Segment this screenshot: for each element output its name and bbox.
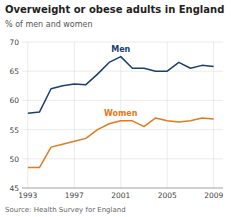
x-tick-label: 1997: [65, 191, 84, 200]
chart: Overweight or obese adults in England % o…: [0, 0, 231, 217]
source: Source: Health Survey for England: [5, 206, 126, 214]
x-tick-label: 2005: [158, 191, 177, 200]
series-label: Men: [111, 45, 130, 54]
x-grid-line: [167, 42, 168, 188]
subtitle: % of men and women: [5, 20, 93, 29]
y-tick-label: 65: [9, 67, 19, 76]
y-tick-label: 60: [9, 96, 19, 105]
x-axis-line: [22, 188, 223, 189]
y-grid-line: [22, 71, 223, 72]
title: Overweight or obese adults in England: [5, 4, 224, 15]
y-grid-line: [22, 42, 223, 43]
y-tick-label: 70: [9, 38, 19, 47]
series-line: [28, 118, 214, 168]
y-grid-line: [22, 129, 223, 130]
series-line: [28, 57, 214, 114]
y-grid-line: [22, 158, 223, 159]
y-grid-line: [22, 188, 223, 189]
x-tick-label: 2001: [111, 191, 130, 200]
x-tick-label: 1993: [18, 191, 37, 200]
x-tick-label: 2009: [204, 191, 223, 200]
y-grid-line: [22, 100, 223, 101]
x-grid-line: [27, 42, 28, 188]
lines: [28, 57, 214, 168]
x-grid-line: [74, 42, 75, 188]
x-grid-line: [213, 42, 214, 188]
y-tick-label: 55: [9, 126, 19, 135]
series-label: Women: [104, 109, 138, 118]
y-tick-label: 50: [9, 155, 19, 164]
grid: [22, 42, 223, 188]
